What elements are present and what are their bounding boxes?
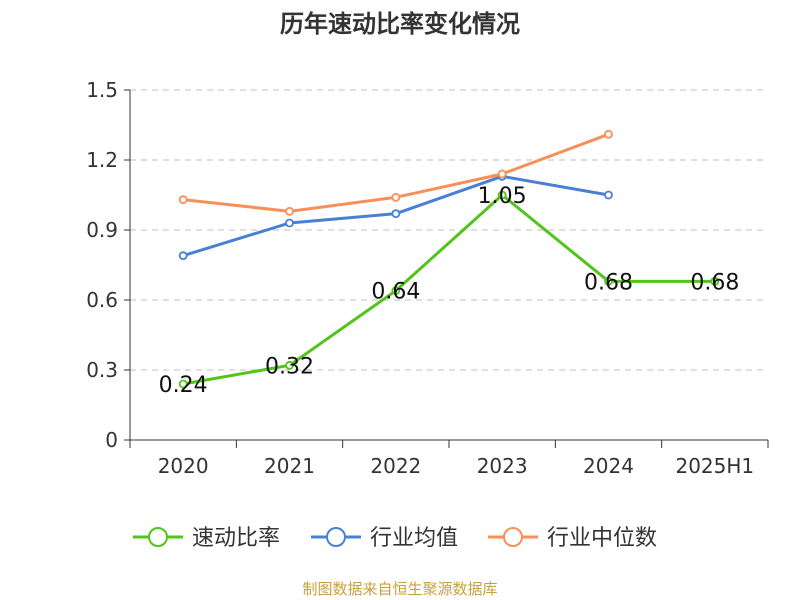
x-tick-label: 2021 xyxy=(264,454,315,478)
legend-swatch-marker xyxy=(148,527,168,547)
legend-label: 行业均值 xyxy=(370,526,458,551)
data-label: 0.24 xyxy=(159,373,208,398)
legend-swatch-marker xyxy=(503,527,523,547)
series-point-0 xyxy=(285,360,294,370)
chart-title: 历年速动比率变化情况 xyxy=(280,10,520,38)
y-tick-label: 0.3 xyxy=(86,358,118,382)
y-tick-label: 0.6 xyxy=(86,288,118,312)
series-point-0 xyxy=(710,276,720,286)
y-tick-label: 1.5 xyxy=(86,78,118,102)
data-label: 0.64 xyxy=(371,280,420,305)
legend-item-0: 速动比率 xyxy=(133,526,280,551)
y-tick-label: 0 xyxy=(105,428,118,452)
series-point-1 xyxy=(285,218,294,228)
series-line-0 xyxy=(182,193,715,386)
series-point-0 xyxy=(497,190,507,200)
y-tick-label: 1.2 xyxy=(86,148,118,172)
series-point-1 xyxy=(178,251,188,261)
series-point-0 xyxy=(178,379,188,389)
legend-label: 速动比率 xyxy=(192,526,280,551)
x-tick-label: 2024 xyxy=(583,454,634,478)
series-point-2 xyxy=(604,129,613,139)
x-tick-label: 2023 xyxy=(477,454,528,478)
series-point-2 xyxy=(497,169,507,179)
data-labels: 0.24 0.32 0.64 1.05 0.68 0.68 xyxy=(159,184,740,398)
y-tick-label: 0.9 xyxy=(86,218,118,242)
series-point-1 xyxy=(604,190,613,200)
x-tick-label: 2020 xyxy=(158,454,209,478)
series-point-2 xyxy=(178,195,188,205)
x-tick-label: 2025H1 xyxy=(675,454,754,478)
data-label: 0.68 xyxy=(690,270,739,295)
source-note: 制图数据来自恒生聚源数据库 xyxy=(302,580,498,598)
data-label: 1.05 xyxy=(478,184,527,209)
series-point-0 xyxy=(391,286,401,296)
legend-label: 行业中位数 xyxy=(547,526,657,551)
axes: 0 0.3 0.6 0.9 1.2 1.5 2020 2021 2022 2023 2024 2025… xyxy=(86,78,769,478)
x-tick-label: 2022 xyxy=(370,454,421,478)
legend-item-1: 行业均值 xyxy=(311,526,458,551)
series-lines xyxy=(178,129,720,389)
series-point-0 xyxy=(604,276,613,286)
data-label: 0.68 xyxy=(584,270,633,295)
legend: 速动比率 行业均值 行业中位数 xyxy=(133,526,657,551)
grid-lines xyxy=(130,89,768,371)
series-point-1 xyxy=(391,209,401,219)
legend-swatch-marker xyxy=(326,527,346,547)
series-point-2 xyxy=(285,206,294,216)
data-label: 0.32 xyxy=(265,354,314,379)
series-point-2 xyxy=(391,192,401,202)
legend-item-2: 行业中位数 xyxy=(488,526,657,551)
